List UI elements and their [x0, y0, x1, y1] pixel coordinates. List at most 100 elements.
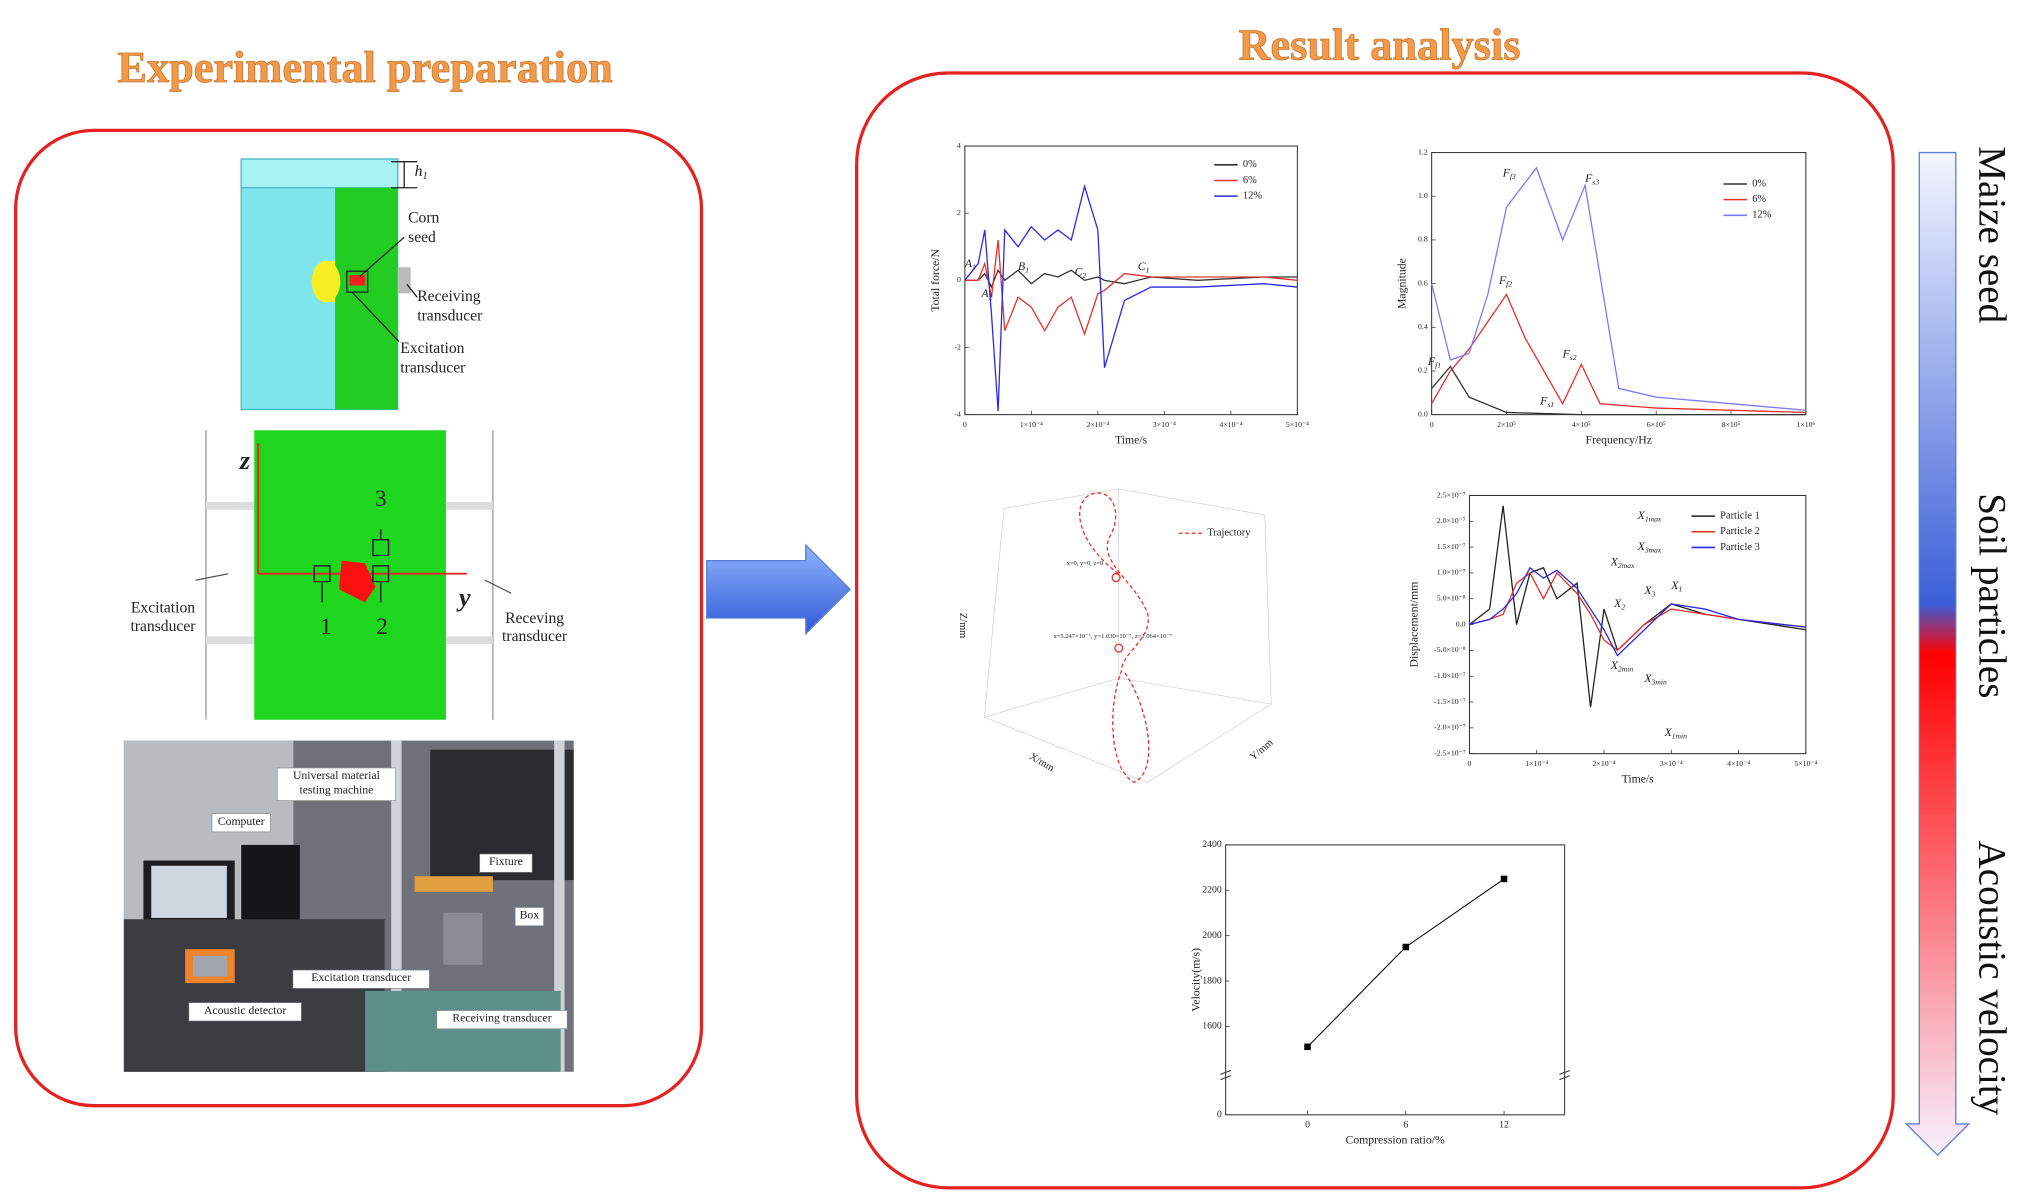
y-tick-label: 1.0 [1418, 191, 1428, 200]
legend-entry: 6% [1243, 175, 1257, 186]
y-axis-label: Total force/N [929, 248, 942, 311]
axis-label: Z/mm [957, 613, 968, 638]
x-tick-label: 0 [1305, 1119, 1310, 1130]
y-axis-label: Magnitude [1396, 258, 1409, 309]
annotation: X3 [1643, 584, 1655, 599]
photo-label-box [292, 969, 430, 989]
annotation-main: C [1138, 260, 1146, 273]
legend-entry: Particle 1 [1720, 511, 1760, 522]
annotation-sub: f3 [1510, 172, 1516, 181]
model-label: seed [408, 229, 436, 246]
annotation: Ff1 [1427, 355, 1441, 370]
annotation-sub: s2 [1570, 353, 1577, 362]
x-tick-label: 4×10⁻⁴ [1727, 759, 1750, 768]
annotation-main: X [1613, 597, 1622, 610]
annotation-sub: 1 [972, 262, 976, 271]
x-tick-label: 5×10⁻⁴ [1286, 420, 1309, 429]
x-tick-label: 1×10⁻⁴ [1020, 420, 1043, 429]
transducer-label: Excitation [131, 600, 195, 617]
annotation-main: F [1562, 347, 1571, 360]
annotation-sub: 2 [1621, 602, 1625, 611]
annotation: Ff3 [1502, 166, 1516, 181]
model-drawing [240, 158, 418, 411]
y-tick-label: -2 [954, 342, 961, 351]
annotation-main: X [1637, 509, 1646, 522]
annotation-sub: 2 [989, 292, 993, 301]
axis-name: z [239, 446, 251, 475]
x-axis-label: Time/s [1115, 433, 1148, 446]
annotation-main: A [964, 257, 973, 270]
side-label: Soil particles [1970, 493, 2013, 698]
legend-entry: Particle 3 [1720, 542, 1760, 553]
annotation-main: X [1670, 579, 1679, 592]
y-tick-label: -4 [954, 409, 961, 418]
annotation-sub: 1max [1645, 514, 1662, 523]
y-tick-label: 0.2 [1418, 366, 1428, 375]
annotation-main: F [1502, 166, 1511, 179]
series-line [1469, 505, 1806, 708]
series-line [1469, 566, 1806, 657]
axis-break [1220, 1069, 1232, 1081]
y-tick-label: 2000 [1202, 930, 1222, 941]
data-point [1304, 1043, 1311, 1051]
y-tick-label: 1600 [1202, 1021, 1222, 1032]
annotation: X1 [1670, 579, 1682, 594]
x-tick-label: 6×10⁵ [1647, 420, 1666, 429]
annotation-sub: 1 [1678, 584, 1682, 593]
point [1111, 573, 1121, 583]
photo-label-box [436, 1010, 568, 1030]
legend-entry: 12% [1752, 210, 1771, 221]
annotation-main: F [1498, 274, 1507, 287]
annotation: Fs2 [1562, 347, 1577, 362]
legend-entry: 6% [1752, 194, 1766, 205]
y-tick-label: 0.6 [1418, 278, 1428, 287]
annotation-main: X [1643, 671, 1652, 684]
axis-label: Y/mm [1248, 737, 1275, 763]
annotation-sub: s1 [1547, 400, 1554, 409]
annotation-main: A [980, 286, 989, 299]
annotation-sub: 2 [1082, 271, 1086, 280]
y-tick-label: 0.0 [1456, 619, 1466, 628]
annotation-sub: 1 [1025, 265, 1029, 274]
x-tick-label: 0 [963, 420, 967, 429]
x-tick-label: 0 [1468, 759, 1472, 768]
annotation: X1max [1637, 509, 1662, 524]
legend-entry: 0% [1752, 178, 1766, 189]
y-tick-label: 4 [957, 141, 961, 150]
y-tick-label: 1.5×10⁻⁷ [1437, 542, 1466, 551]
annotation-sub: 3 [1651, 589, 1656, 598]
photo-label: Universal material [293, 769, 381, 782]
x-axis-label: Frequency/Hz [1586, 433, 1652, 446]
y-tick-label: 0.0 [1418, 409, 1428, 418]
annotation-main: F [1539, 394, 1548, 407]
simulation-drawing [195, 430, 512, 720]
series-line [964, 183, 1298, 412]
x-tick-label: 1×10⁻⁴ [1525, 759, 1548, 768]
data-point [1402, 943, 1410, 951]
annotation-main: C [1075, 265, 1083, 278]
y-tick-label: 1.2 [1418, 147, 1428, 156]
data-point [1500, 875, 1508, 883]
annotation: x=5.247×10⁻⁷, y=1.030×10⁻⁷, z=1.064×10⁻⁷ [1054, 633, 1172, 640]
photo-label: Receiving transducer [452, 1012, 551, 1025]
x-tick-label: 3×10⁻⁴ [1660, 759, 1683, 768]
annotation: C1 [1138, 260, 1150, 275]
annotation-main: X [1643, 584, 1652, 597]
annotation: Fs3 [1584, 171, 1599, 186]
y-tick-label: 2400 [1202, 839, 1222, 850]
photo-label: testing machine [299, 783, 373, 796]
point [1114, 643, 1124, 653]
photo-label: Fixture [489, 855, 523, 868]
annotation: X3max [1637, 540, 1662, 555]
y-tick-label: 2200 [1202, 885, 1222, 896]
series-line [964, 239, 1298, 337]
annotation-main: X [1610, 659, 1619, 672]
series-line [1469, 571, 1806, 652]
left-panel [14, 128, 704, 1108]
flow-arrow [706, 543, 852, 636]
point-label: 2 [376, 614, 388, 640]
side-label: Acoustic velocity [1970, 841, 2013, 1116]
photo-label: Box [520, 909, 540, 922]
y-tick-label: 0 [957, 275, 961, 284]
